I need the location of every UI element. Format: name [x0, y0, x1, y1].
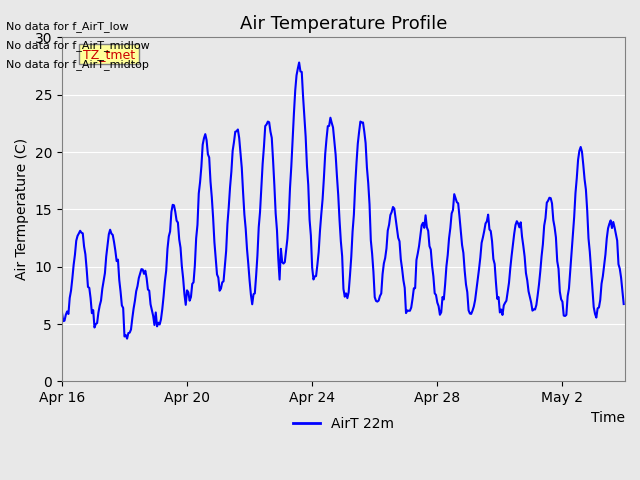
Text: No data for f_AirT_midlow: No data for f_AirT_midlow [6, 40, 150, 51]
X-axis label: Time: Time [591, 411, 625, 425]
Text: No data for f_AirT_low: No data for f_AirT_low [6, 21, 129, 32]
Text: TZ_tmet: TZ_tmet [83, 48, 135, 60]
Text: No data for f_AirT_midtop: No data for f_AirT_midtop [6, 59, 149, 70]
Legend: AirT 22m: AirT 22m [287, 411, 400, 436]
Y-axis label: Air Termperature (C): Air Termperature (C) [15, 138, 29, 280]
Title: Air Temperature Profile: Air Temperature Profile [240, 15, 447, 33]
